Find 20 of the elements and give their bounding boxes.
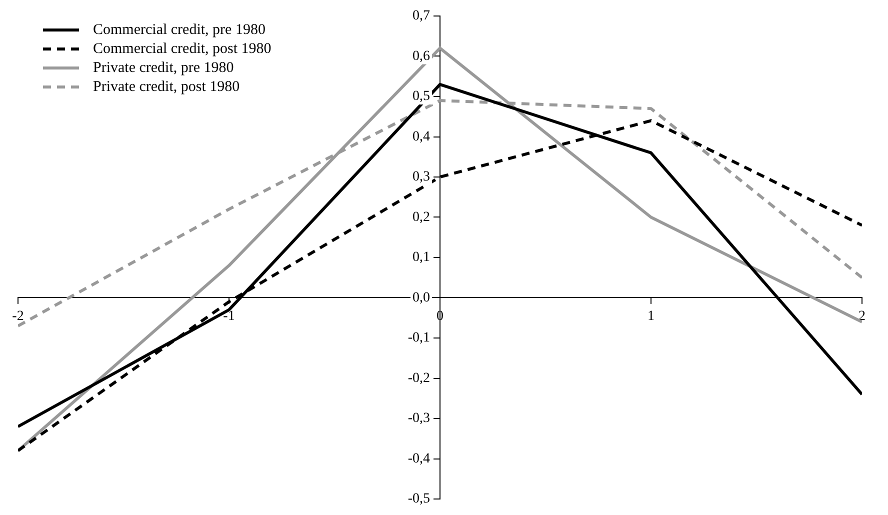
y-tick-label: 0,4 <box>412 129 430 144</box>
y-tick-label: 0,2 <box>412 210 430 225</box>
x-tick-label: -1 <box>223 308 235 324</box>
legend-label: Commercial credit, pre 1980 <box>93 22 266 38</box>
legend-label: Private credit, pre 1980 <box>93 60 234 76</box>
y-tick-label: 0,0 <box>412 290 430 306</box>
y-tick-label: -0,1 <box>408 330 430 346</box>
legend-label: Private credit, post 1980 <box>93 78 240 95</box>
x-tick-label: 1 <box>648 308 654 324</box>
y-tick-label: -0,5 <box>408 492 430 507</box>
y-tick-label: 0,3 <box>412 170 430 185</box>
y-tick-label: 0,6 <box>412 48 430 64</box>
y-tick-label: -0,2 <box>408 370 430 386</box>
y-tick-label: 0,1 <box>412 250 430 266</box>
y-tick-label: -0,4 <box>408 451 430 466</box>
legend-label: Commercial credit, post 1980 <box>93 40 272 57</box>
y-tick-label: 0,7 <box>412 8 430 24</box>
y-tick-label: 0,5 <box>412 89 430 104</box>
y-tick-label: -0,3 <box>408 411 430 426</box>
x-tick-label: -2 <box>12 308 24 324</box>
